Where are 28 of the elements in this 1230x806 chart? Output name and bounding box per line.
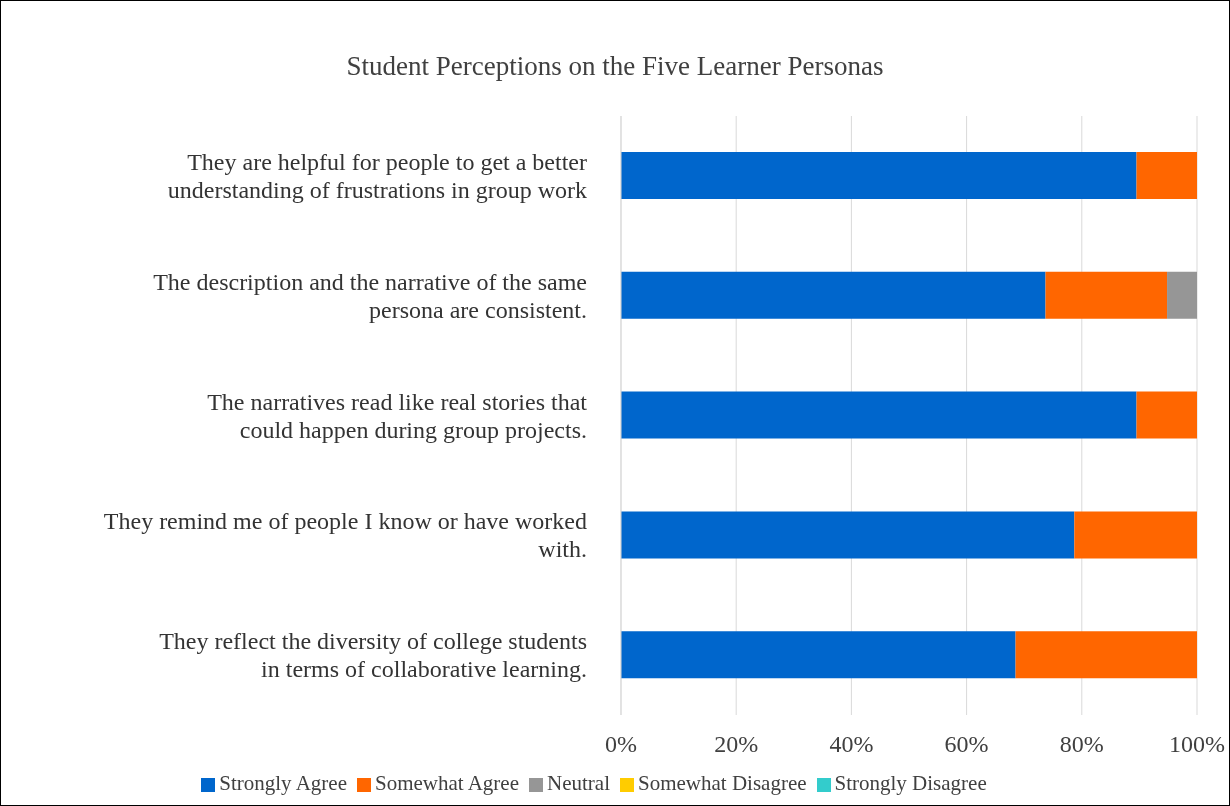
- bar: [1136, 391, 1197, 439]
- x-tick-label: 100%: [1169, 731, 1225, 758]
- legend-label: Somewhat Agree: [374, 771, 519, 795]
- x-tick-label: 20%: [714, 731, 759, 758]
- x-tick-label: 0%: [605, 731, 637, 758]
- bar: [1045, 271, 1168, 319]
- y-tick-label: They remind me of people I know or have worked with.: [103, 508, 587, 563]
- y-tick-label: They reflect the diversity of college students in terms of collaborative learning.: [159, 628, 587, 683]
- legend-label: Neutral: [547, 771, 610, 795]
- legend-label: Strongly Disagree: [834, 771, 987, 795]
- x-tick-label: 40%: [829, 731, 874, 758]
- x-tick-label: 60%: [944, 731, 989, 758]
- bar: [621, 271, 1046, 319]
- bar: [621, 391, 1137, 439]
- bar: [621, 152, 1137, 199]
- legend-label: Somewhat Disagree: [637, 771, 807, 795]
- bar: [1015, 631, 1197, 679]
- bar: [1074, 511, 1197, 559]
- y-tick-label: The narratives read like real stories that could happen during group projects.: [207, 388, 588, 443]
- x-tick-label: 80%: [1059, 731, 1104, 758]
- bar: [1136, 152, 1197, 199]
- y-tick-label: The description and the narrative of the same persona are consistent.: [153, 268, 587, 323]
- bar: [621, 631, 1016, 679]
- bar: [1167, 271, 1197, 319]
- legend-label: Strongly Agree: [219, 771, 347, 795]
- y-tick-label: They are helpful for people to get a better understanding of frustrations in group work: [167, 148, 587, 203]
- bar: [621, 511, 1075, 559]
- chart-title: Student Perceptions on the Five Learner Personas: [345, 51, 885, 82]
